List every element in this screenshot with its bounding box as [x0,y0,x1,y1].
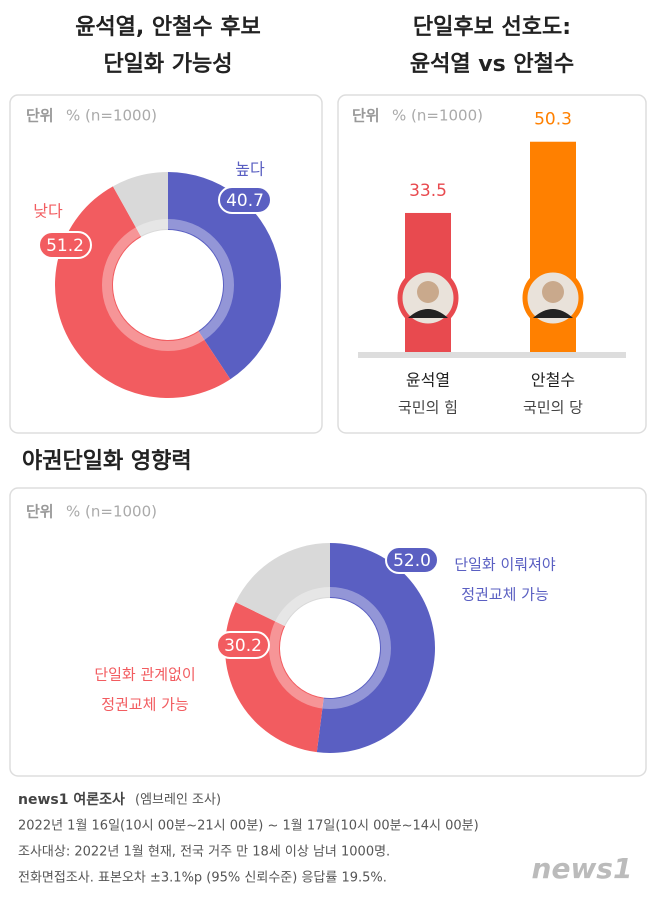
unit: % (n=1000) [392,107,483,125]
category-label: 단일화 이뤄져야 [454,556,556,574]
category-label: 정권교체 가능 [101,696,189,714]
donut-slice [112,172,168,237]
photo-head [542,281,564,303]
category-label: 높다 [235,160,265,179]
footer-line: 전화면접조사. 표본오차 ±3.1%p (95% 신뢰수준) 응답률 19.5%… [18,871,387,886]
chart-title: 윤석열, 안철수 후보 [75,15,261,40]
panel [9,487,647,777]
donut-inner-ring [102,219,234,351]
data-label: 30.2 [224,636,262,656]
data-label: 52.0 [393,551,431,571]
category-label: 정권교체 가능 [461,586,549,604]
donut-slice [54,186,231,399]
donut-slice [235,543,330,627]
unit: % (n=1000) [66,503,157,521]
footer-source-note: (엠브레인 조사) [135,793,221,808]
donut-slice [168,172,281,380]
data-label: 51.2 [46,236,84,256]
chart-title: 단일후보 선호도: [413,15,571,40]
unit-label: 단위 [352,107,380,125]
unit-label: 단위 [26,107,54,125]
panel [337,94,647,434]
category-label: 안철수 [531,371,575,390]
value-pill [218,186,272,214]
data-label: 40.7 [226,191,264,211]
category-label: 단일화 관계없이 [94,666,195,684]
subcategory-label: 국민의 힘 [398,399,458,417]
category-label: 낮다 [33,202,63,221]
chart-title: 윤석열 vs 안철수 [410,52,574,77]
footer-source: news1 여론조사 [18,791,125,808]
chart-title: 야권단일화 영향력 [22,449,192,474]
unit: % (n=1000) [66,107,157,125]
category-label: 윤석열 [406,371,450,390]
value-pill [216,631,270,659]
donut-inner-ring [269,587,391,709]
data-label: 50.3 [534,110,572,130]
unit-label: 단위 [26,503,54,521]
data-label: 33.5 [409,181,447,201]
logo: news1 [532,852,633,885]
chart-title: 단일화 가능성 [103,52,232,77]
photo-head [417,281,439,303]
donut-slice [316,543,435,753]
value-pill [38,231,92,259]
subcategory-label: 국민의 당 [523,399,583,417]
photo-body [408,309,448,318]
value-pill [385,546,439,574]
footer-line: 2022년 1월 16일(10시 00분~21시 00분) ~ 1월 17일(1… [18,819,479,834]
footer-line: 조사대상: 2022년 1월 현재, 전국 거주 만 18세 이상 남녀 100… [18,845,390,860]
photo-body [533,309,573,318]
